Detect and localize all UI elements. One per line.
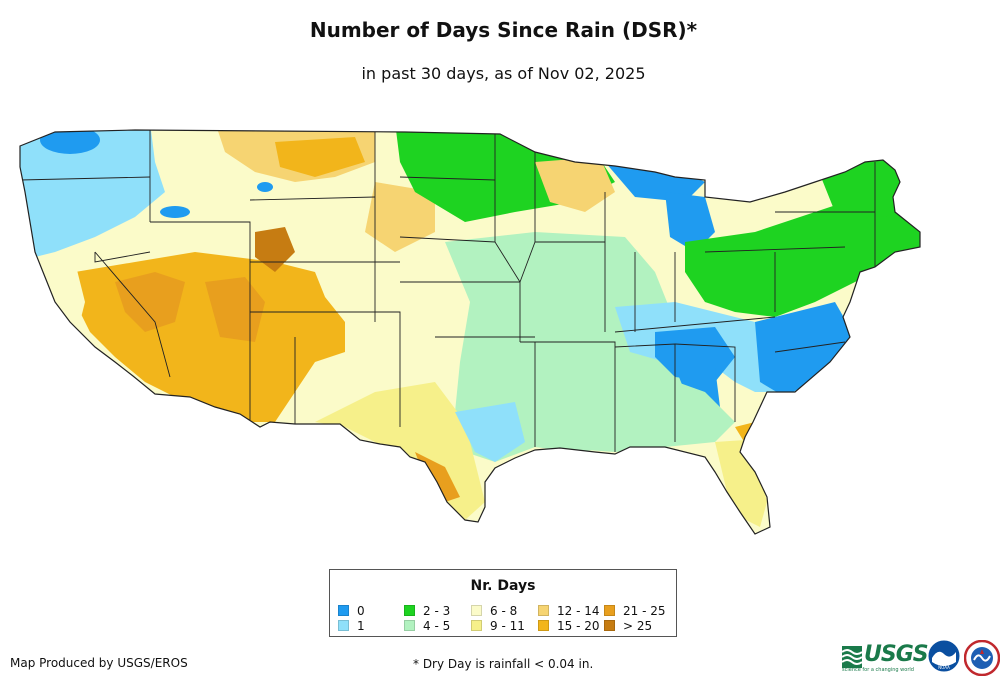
usgs-wordmark: USGS [864,642,929,667]
usgs-wave-icon [842,646,862,668]
legend-label: 15 - 20 [557,619,600,633]
map-title: Number of Days Since Rain (DSR)* [309,18,698,42]
noaa-wordmark: NOAA [938,665,950,670]
legend-label: 1 [357,619,365,633]
legend-label: 2 - 3 [423,604,451,618]
legend-item-7: 15 - 20 [538,620,600,633]
legend-label: 21 - 25 [623,604,666,618]
legend-swatch [404,605,415,616]
dry-day-note: * Dry Day is rainfall < 0.04 in. [413,657,594,671]
legend-swatch [604,605,615,616]
map-subtitle: in past 30 days, as of Nov 02, 2025 [361,64,646,83]
agency-logos: USGS science for a changing world NOAA [842,638,1002,678]
legend-item-2: 2 - 3 [404,605,450,618]
legend-label: 12 - 14 [557,604,600,618]
legend-item-1: 1 [338,620,365,633]
legend-swatch [538,605,549,616]
producer-credit: Map Produced by USGS/EROS [10,656,188,670]
legend-item-3: 4 - 5 [404,620,450,633]
legend-item-9: > 25 [604,620,652,633]
noaa-logo-icon: NOAA [928,640,960,672]
legend-swatch [604,620,615,631]
legend-item-0: 0 [338,605,365,618]
legend: Nr. Days 0 1 2 - 3 4 - 5 6 - 8 9 - 11 12… [329,569,677,637]
legend-swatch [404,620,415,631]
legend-item-6: 12 - 14 [538,605,600,618]
usgs-tagline: science for a changing world [842,667,914,673]
legend-swatch [471,605,482,616]
nws-logo-icon [964,640,1000,676]
legend-swatch [538,620,549,631]
legend-swatch [471,620,482,631]
legend-label: > 25 [623,619,653,633]
legend-swatch [338,605,349,616]
legend-swatch [338,620,349,631]
legend-label: 6 - 8 [490,604,518,618]
legend-title: Nr. Days [470,578,536,594]
legend-label: 0 [357,604,365,618]
legend-label: 4 - 5 [423,619,451,633]
legend-item-8: 21 - 25 [604,605,666,618]
legend-item-5: 9 - 11 [471,620,525,633]
legend-label: 9 - 11 [490,619,525,633]
legend-item-4: 6 - 8 [471,605,517,618]
conus-dsr-map [19,129,921,535]
